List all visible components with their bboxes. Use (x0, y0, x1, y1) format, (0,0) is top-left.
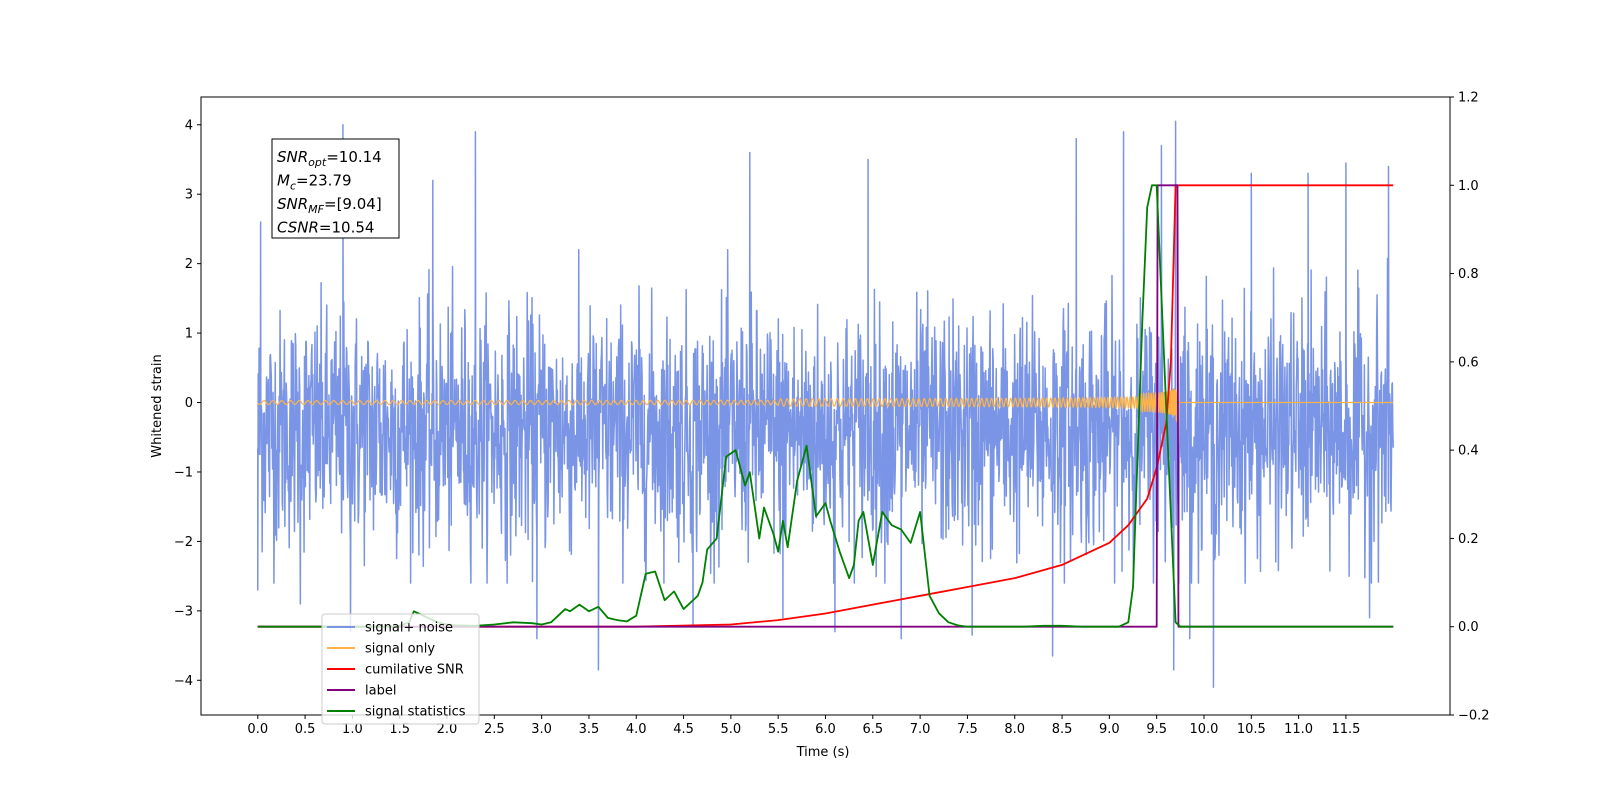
x-tick-label: 8.0 (1004, 722, 1025, 737)
annotation-frame (271, 138, 400, 239)
x-tick-label: 11.5 (1331, 722, 1360, 737)
series-signal-only (257, 387, 1394, 423)
y-left-tick-label: 2 (185, 257, 193, 272)
x-tick-label: 7.5 (957, 722, 978, 737)
annotation-box: SNRopt=10.14Mc=23.79SNRMF=[9.04]CSNR=10.… (271, 138, 400, 239)
annotation-symbol: SNR (277, 195, 308, 213)
y-right-tick-label: 0.4 (1458, 444, 1479, 459)
y-left-tick-label: −1 (174, 465, 193, 480)
y-left-tick-label: −4 (174, 674, 193, 689)
legend: signal+ noise signal only cumilative SNR la… (321, 613, 480, 725)
x-tick-label: 0.5 (295, 722, 316, 737)
signal-noise-line (257, 120, 1394, 688)
series-layer (257, 120, 1394, 688)
x-tick-label: 3.5 (579, 722, 600, 737)
x-tick-label: 7.0 (910, 722, 931, 737)
legend-label: cumilative SNR (365, 663, 464, 678)
annotation-value: =23.79 (296, 172, 352, 190)
annotation-line: SNRMF=[9.04] (277, 195, 382, 216)
y-right-tick-label: 1.2 (1458, 91, 1479, 106)
annotation-line: Mc=23.79 (277, 172, 352, 193)
y-left-tick-label: −3 (174, 604, 193, 619)
x-tick-label: 11.0 (1284, 722, 1313, 737)
x-tick-label: 8.5 (1052, 722, 1073, 737)
y-axis-right: 1.2 1.0 0.8 0.6 0.4 0.2 0.0 −0.2 (1450, 91, 1490, 724)
series-signal-noise (257, 120, 1394, 688)
annotation-subscript: c (290, 180, 296, 193)
y-left-tick-label: −2 (174, 535, 193, 550)
legend-label: label (365, 684, 396, 699)
x-tick-label: 1.5 (389, 722, 410, 737)
y-right-tick-label: −0.2 (1458, 709, 1490, 724)
y-right-tick-label: 0.8 (1458, 267, 1479, 282)
x-tick-label: 6.5 (862, 722, 883, 737)
y-axis-left: 4 3 2 1 0 −1 −2 −3 −4 (174, 118, 201, 689)
signal-only-line (257, 387, 1394, 423)
annotation-value: =[9.04] (324, 195, 382, 213)
annotation-symbol: M (277, 172, 290, 190)
y-left-tick-label: 0 (185, 396, 193, 411)
x-tick-label: 9.5 (1146, 722, 1167, 737)
x-tick-label: 10.0 (1190, 722, 1219, 737)
x-axis: 0.0 0.5 1.0 1.5 2.0 2.5 3.0 3.5 4.0 4.5 5.0 5.5 6.0 6… (247, 715, 1360, 737)
annotation-symbol: SNR (277, 148, 308, 166)
legend-label: signal statistics (365, 705, 466, 720)
annotation-subscript: opt (308, 156, 327, 169)
series-line (257, 184, 1394, 628)
x-tick-label: 2.5 (484, 722, 505, 737)
x-tick-label: 4.5 (673, 722, 694, 737)
annotation-subscript: MF (308, 203, 324, 216)
x-tick-label: 2.0 (437, 722, 458, 737)
y-right-tick-label: 0.0 (1458, 620, 1479, 635)
x-tick-label: 6.0 (815, 722, 836, 737)
x-tick-label: 1.0 (342, 722, 363, 737)
x-tick-label: 5.0 (721, 722, 742, 737)
annotation-symbol: CSNR (277, 219, 319, 237)
x-axis-label: Time (s) (796, 745, 850, 760)
y-left-tick-label: 3 (185, 188, 193, 203)
x-tick-label: 0.0 (247, 722, 268, 737)
x-tick-label: 3.0 (531, 722, 552, 737)
series-signal-statistics (257, 184, 1394, 628)
legend-label: signal only (365, 642, 435, 657)
annotation-line: CSNR=10.54 (277, 219, 374, 237)
y-axis-left-label: Whitened strain (150, 354, 165, 457)
y-right-tick-label: 0.6 (1458, 355, 1479, 370)
y-right-tick-label: 0.2 (1458, 532, 1479, 547)
legend-label: signal+ noise (365, 621, 453, 636)
y-left-tick-label: 1 (185, 327, 193, 342)
annotation-value: =10.54 (319, 219, 375, 237)
legend-frame (321, 613, 480, 725)
x-tick-label: 9.0 (1099, 722, 1120, 737)
annotation-line: SNRopt=10.14 (277, 148, 382, 169)
annotation-value: =10.14 (326, 148, 382, 166)
x-tick-label: 5.5 (768, 722, 789, 737)
x-tick-label: 10.5 (1237, 722, 1266, 737)
y-right-tick-label: 1.0 (1458, 179, 1479, 194)
y-left-tick-label: 4 (185, 118, 193, 133)
x-tick-label: 4.0 (626, 722, 647, 737)
